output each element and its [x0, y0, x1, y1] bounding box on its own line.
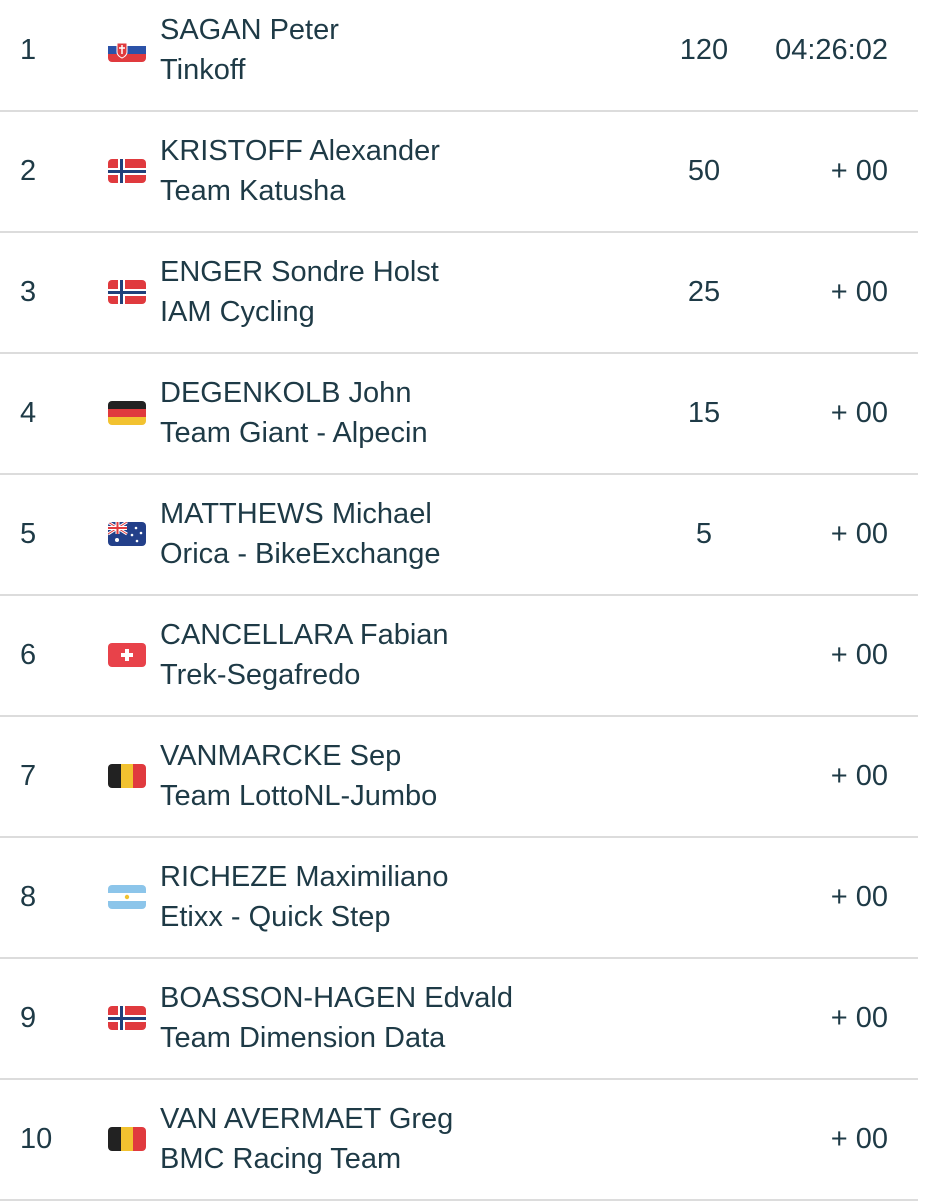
rank: 5 [20, 518, 37, 550]
flag [108, 885, 146, 909]
separator [0, 715, 918, 717]
result-row: 3 ENGER Sondre Holst IAM Cycling 25 + 00 [0, 232, 930, 354]
team-name: Team Katusha [160, 175, 346, 207]
result-row: 2 KRISTOFF Alexander Team Katusha 50 + 00 [0, 111, 930, 233]
time: + 00 [830, 1002, 888, 1034]
result-row: 7 VANMARCKE Sep Team LottoNL-Jumbo + 00 [0, 716, 930, 838]
rank: 4 [20, 397, 37, 429]
result-row: 5 MATTHEWS Michael Orica - BikeExchange 5 + … [0, 474, 930, 596]
rider-name: VAN AVERMAET Greg [160, 1103, 454, 1135]
points: 5 [695, 518, 713, 550]
separator [0, 957, 918, 959]
points: 15 [687, 397, 721, 429]
time: + 00 [830, 1123, 888, 1155]
time: + 00 [830, 760, 888, 792]
rider-name: MATTHEWS Michael [160, 498, 432, 530]
rank: 8 [20, 881, 37, 913]
team-name: Team LottoNL-Jumbo [160, 780, 438, 812]
separator [0, 594, 918, 596]
rank: 7 [20, 760, 37, 792]
points: 25 [687, 276, 721, 308]
rider-name: KRISTOFF Alexander [160, 135, 440, 167]
rider-name: VANMARCKE Sep [160, 740, 402, 772]
result-row: 4 DEGENKOLB John Team Giant - Alpecin 15 + 0… [0, 353, 930, 475]
team-name: Team Giant - Alpecin [160, 417, 428, 449]
rank: 3 [20, 276, 37, 308]
rider-name: ENGER Sondre Holst [160, 256, 439, 288]
rider-name: BOASSON-HAGEN Edvald [160, 982, 513, 1014]
team-name: BMC Racing Team [160, 1143, 402, 1175]
time: + 00 [830, 276, 888, 308]
time: + 00 [830, 881, 888, 913]
rider-name: DEGENKOLB John [160, 377, 412, 409]
flag [108, 401, 146, 425]
rank: 10 [20, 1123, 53, 1155]
flag [108, 522, 146, 546]
time: 04:26:02 [775, 34, 888, 66]
result-row: 10 VAN AVERMAET Greg BMC Racing Team + 00 [0, 1079, 930, 1201]
result-row: 1 SAGAN Peter Tinkoff 120 04:26:02 [0, 0, 930, 112]
time: + 00 [830, 639, 888, 671]
time: + 00 [830, 397, 888, 429]
flag [108, 764, 146, 788]
result-row: 8 RICHEZE Maximiliano Etixx - Quick Step + … [0, 837, 930, 959]
time: + 00 [830, 155, 888, 187]
flag [108, 643, 146, 667]
rank: 9 [20, 1002, 37, 1034]
separator [0, 836, 918, 838]
flag [108, 38, 146, 62]
time: + 00 [830, 518, 888, 550]
team-name: Trek-Segafredo [160, 659, 361, 691]
separator [0, 110, 918, 112]
rank: 1 [20, 34, 37, 66]
separator [0, 352, 918, 354]
flag [108, 1006, 146, 1030]
separator [0, 1078, 918, 1080]
rider-name: SAGAN Peter [160, 14, 339, 46]
points: 50 [687, 155, 721, 187]
result-row: 9 BOASSON-HAGEN Edvald Team Dimension Data… [0, 958, 930, 1080]
result-row: 6 CANCELLARA Fabian Trek-Segafredo + 00 [0, 595, 930, 717]
team-name: Orica - BikeExchange [160, 538, 441, 570]
team-name: Etixx - Quick Step [160, 901, 391, 933]
rider-name: RICHEZE Maximiliano [160, 861, 449, 893]
separator [0, 231, 918, 233]
flag [108, 280, 146, 304]
rank: 2 [20, 155, 37, 187]
rank: 6 [20, 639, 37, 671]
rider-name: CANCELLARA Fabian [160, 619, 449, 651]
separator [0, 473, 918, 475]
flag [108, 1127, 146, 1151]
points: 120 [679, 34, 729, 66]
team-name: Tinkoff [160, 54, 246, 86]
team-name: IAM Cycling [160, 296, 315, 328]
team-name: Team Dimension Data [160, 1022, 446, 1054]
flag [108, 159, 146, 183]
